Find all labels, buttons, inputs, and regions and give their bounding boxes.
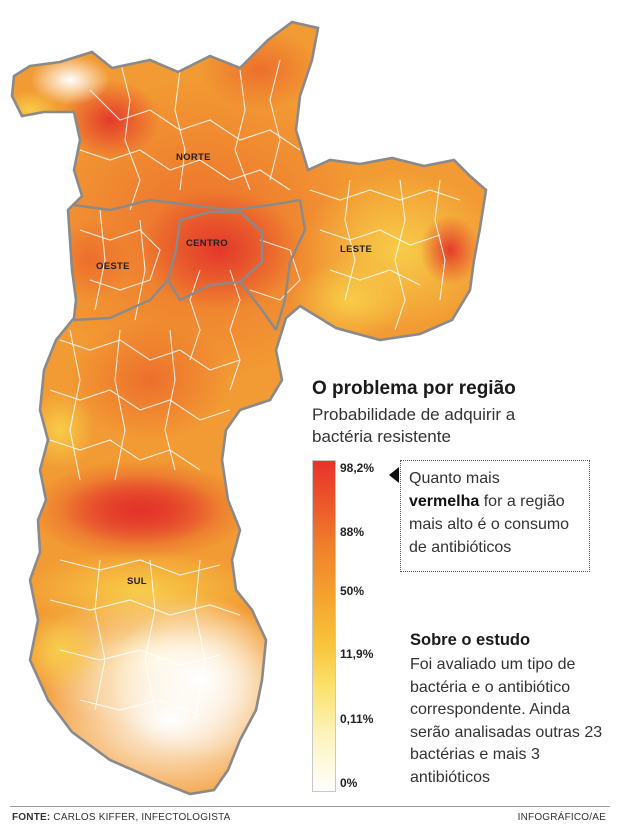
scale-tick-0: 0% <box>340 776 358 790</box>
callout-highlight: vermelha <box>409 493 480 510</box>
callout-text-pre: Quanto mais <box>409 470 500 487</box>
legend-title: O problema por região <box>312 378 516 399</box>
scale-tick-0-11: 0,11% <box>340 712 374 726</box>
footer-divider <box>10 806 610 807</box>
source-label: FONTE: <box>12 812 51 823</box>
scale-tick-88: 88% <box>340 525 365 539</box>
infographic-credit: INFOGRÁFICO/AE <box>517 812 606 823</box>
callout-text-post: for a região mais alto é o consumo de an… <box>409 493 570 556</box>
legend-subtitle: Probabilidade de adquirir a bactéria res… <box>312 405 516 446</box>
scale-tick-11: 11,9% <box>340 647 374 661</box>
district-lines <box>49 59 461 721</box>
color-scale-bar <box>312 460 336 792</box>
study-title: Sobre o estudo <box>410 631 531 649</box>
scale-tick-98: 98,2% <box>340 461 375 475</box>
source-name: CARLOS KIFFER, INFECTOLOGISTA <box>53 812 231 823</box>
callout-arrow-icon <box>389 467 399 483</box>
region-label-centro: CENTRO <box>186 238 228 249</box>
callout-box: Quanto mais vermelha for a região mais a… <box>400 460 590 572</box>
scale-tick-50: 50% <box>340 584 365 598</box>
region-label-oeste: OESTE <box>96 261 130 272</box>
region-label-leste: LESTE <box>340 244 372 255</box>
region-label-norte: NORTE <box>176 152 211 163</box>
region-label-sul: SUL <box>127 576 147 587</box>
study-text: Foi avaliado um tipo de bactéria e o ant… <box>410 656 603 786</box>
source-credit: FONTE: CARLOS KIFFER, INFECTOLOGISTA <box>12 812 231 823</box>
region-boundaries <box>73 198 307 331</box>
